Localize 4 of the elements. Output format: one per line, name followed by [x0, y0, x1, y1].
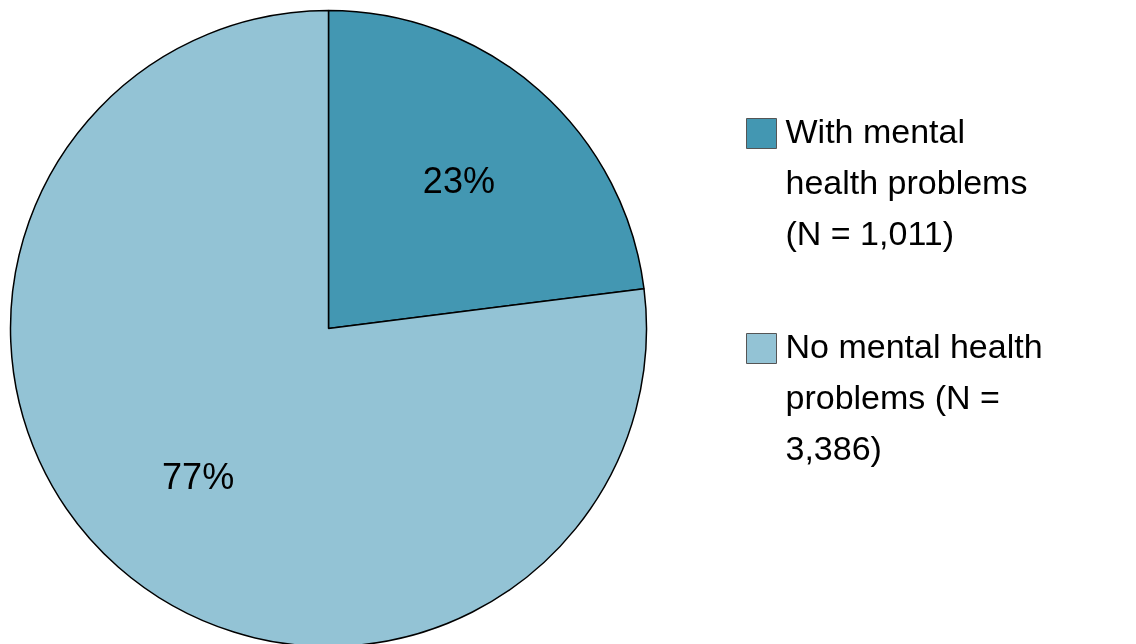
data-label: 23%	[422, 160, 495, 202]
data-label: 77%	[162, 455, 235, 497]
legend-label: With mental health problems (N = 1,011)	[785, 111, 1028, 253]
legend-label: No mental health problems (N = 3,386)	[785, 326, 1043, 468]
